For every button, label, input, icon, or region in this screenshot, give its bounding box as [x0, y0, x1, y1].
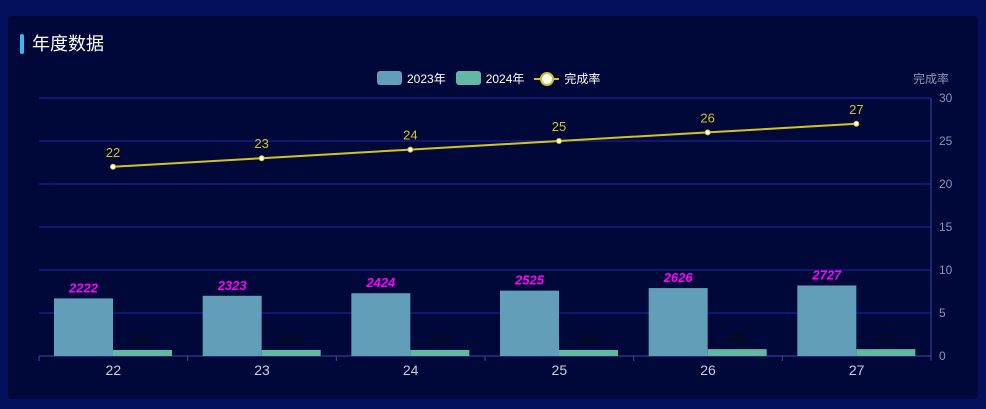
x-tick-label: 25 — [552, 362, 568, 378]
line-value-label: 25 — [552, 119, 566, 134]
line-point — [556, 138, 562, 144]
legend-item-2[interactable]: 2024年 — [455, 70, 525, 87]
line-value-label: 27 — [849, 102, 863, 117]
bar-value-label: 262 — [726, 331, 748, 346]
x-tick-label: 24 — [403, 362, 419, 378]
bar-2023 — [500, 290, 559, 356]
line-value-label: 24 — [403, 128, 417, 143]
legend-label: 2023年 — [407, 71, 446, 86]
bar-2024 — [410, 349, 470, 356]
bar-2024 — [261, 349, 321, 356]
bar-value-label: 2727 — [811, 267, 842, 282]
bar-value-label: 2424 — [365, 275, 396, 290]
line-point — [258, 155, 265, 162]
title-accent-bar — [20, 34, 24, 54]
bar-value-label: 2222 — [68, 280, 99, 295]
bar-2024 — [113, 349, 172, 356]
bar-value-label: 242 — [429, 332, 451, 347]
legend-line-marker-icon — [534, 71, 560, 86]
bar-2024 — [559, 349, 618, 356]
line-point — [110, 163, 116, 170]
bar-value-label: 2525 — [514, 273, 545, 288]
bar-value-label: 252 — [578, 332, 600, 347]
y-tick-label: 10 — [939, 263, 953, 277]
bar-2023 — [202, 295, 262, 356]
line-point — [704, 129, 711, 136]
y-tick-label: 30 — [939, 91, 953, 105]
bar-2023 — [351, 293, 411, 356]
line-point — [407, 146, 414, 153]
line-value-label: 26 — [700, 110, 714, 125]
bar-value-label: 277 — [875, 331, 897, 346]
completion-rate-line — [112, 122, 857, 168]
y-tick-label: 20 — [939, 177, 953, 191]
legend-swatch-icon — [455, 71, 481, 85]
bar-2023 — [648, 288, 708, 356]
bar-2024 — [707, 349, 767, 356]
bar-value-label: 222 — [132, 332, 154, 347]
y-tick-label: 0 — [939, 349, 946, 363]
legend-item-1[interactable]: 2023年 — [377, 70, 446, 87]
chart-legend: 2023年 2024年 完成率 — [377, 69, 610, 87]
bar-2023 — [54, 298, 113, 356]
y-tick-label: 15 — [939, 220, 953, 234]
legend-item-3[interactable]: 完成率 — [534, 70, 600, 87]
panel-title: 年度数据 — [32, 34, 104, 54]
y-axis-name: 完成率 — [913, 72, 950, 86]
x-tick-label: 27 — [849, 362, 865, 378]
line-value-label: 22 — [106, 145, 120, 160]
legend-label: 完成率 — [564, 71, 601, 86]
y-tick-label: 5 — [939, 306, 946, 320]
x-tick-label: 23 — [254, 362, 270, 378]
legend-label: 2024年 — [485, 71, 525, 86]
bar-value-label: 2626 — [663, 270, 694, 285]
line-point — [853, 120, 860, 127]
legend-swatch-icon — [377, 71, 402, 85]
line-value-label: 23 — [254, 136, 268, 151]
y-tick-label: 25 — [939, 134, 953, 148]
bar-2024 — [856, 349, 916, 356]
bar-2023 — [797, 285, 857, 356]
bar-value-label: 233 — [280, 332, 302, 347]
bar-value-label: 2323 — [217, 278, 248, 293]
x-tick-label: 26 — [700, 362, 716, 378]
x-tick-label: 22 — [106, 362, 122, 378]
